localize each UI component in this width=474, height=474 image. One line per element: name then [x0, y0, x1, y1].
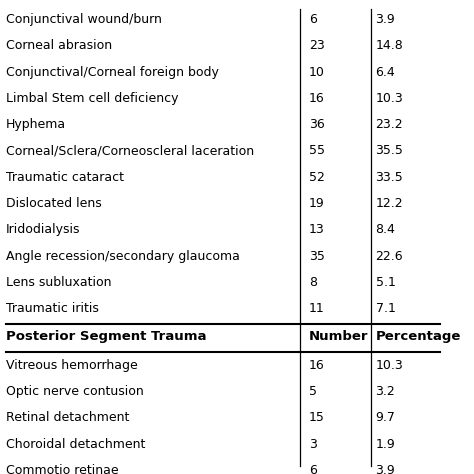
Text: 55: 55	[309, 145, 325, 157]
Text: Traumatic iritis: Traumatic iritis	[6, 302, 99, 315]
Text: 10.3: 10.3	[375, 92, 403, 105]
Text: 14.8: 14.8	[375, 39, 403, 52]
Text: Limbal Stem cell deficiency: Limbal Stem cell deficiency	[6, 92, 178, 105]
Text: Number: Number	[309, 330, 369, 344]
Text: 35: 35	[309, 250, 325, 263]
Text: 23.2: 23.2	[375, 118, 403, 131]
Text: 15: 15	[309, 411, 325, 424]
Text: 10.3: 10.3	[375, 359, 403, 372]
Text: Commotio retinae: Commotio retinae	[6, 464, 118, 474]
Text: Hyphema: Hyphema	[6, 118, 66, 131]
Text: Vitreous hemorrhage: Vitreous hemorrhage	[6, 359, 137, 372]
Text: 3.9: 3.9	[375, 13, 395, 26]
Text: 3.2: 3.2	[375, 385, 395, 398]
Text: Corneal/Sclera/Corneoscleral laceration: Corneal/Sclera/Corneoscleral laceration	[6, 145, 254, 157]
Text: 7.1: 7.1	[375, 302, 395, 315]
Text: Conjunctival/Corneal foreign body: Conjunctival/Corneal foreign body	[6, 65, 219, 79]
Text: Traumatic cataract: Traumatic cataract	[6, 171, 124, 184]
Text: Percentage: Percentage	[375, 330, 461, 344]
Text: 16: 16	[309, 359, 325, 372]
Text: Posterior Segment Trauma: Posterior Segment Trauma	[6, 330, 206, 344]
Text: Optic nerve contusion: Optic nerve contusion	[6, 385, 144, 398]
Text: Retinal detachment: Retinal detachment	[6, 411, 129, 424]
Text: 10: 10	[309, 65, 325, 79]
Text: Conjunctival wound/burn: Conjunctival wound/burn	[6, 13, 162, 26]
Text: 13: 13	[309, 223, 325, 237]
Text: 3.9: 3.9	[375, 464, 395, 474]
Text: 36: 36	[309, 118, 325, 131]
Text: 22.6: 22.6	[375, 250, 403, 263]
Text: 11: 11	[309, 302, 325, 315]
Text: Lens subluxation: Lens subluxation	[6, 276, 111, 289]
Text: 1.9: 1.9	[375, 438, 395, 451]
Text: Iridodialysis: Iridodialysis	[6, 223, 80, 237]
Text: 6: 6	[309, 13, 317, 26]
Text: 8: 8	[309, 276, 317, 289]
Text: 5.1: 5.1	[375, 276, 395, 289]
Text: 6.4: 6.4	[375, 65, 395, 79]
Text: 35.5: 35.5	[375, 145, 403, 157]
Text: Angle recession/secondary glaucoma: Angle recession/secondary glaucoma	[6, 250, 240, 263]
Text: 5: 5	[309, 385, 317, 398]
Text: 8.4: 8.4	[375, 223, 395, 237]
Text: 33.5: 33.5	[375, 171, 403, 184]
Text: 16: 16	[309, 92, 325, 105]
Text: 19: 19	[309, 197, 325, 210]
Text: 6: 6	[309, 464, 317, 474]
Text: 3: 3	[309, 438, 317, 451]
Text: Corneal abrasion: Corneal abrasion	[6, 39, 112, 52]
Text: Dislocated lens: Dislocated lens	[6, 197, 101, 210]
Text: 12.2: 12.2	[375, 197, 403, 210]
Text: 52: 52	[309, 171, 325, 184]
Text: Choroidal detachment: Choroidal detachment	[6, 438, 145, 451]
Text: 9.7: 9.7	[375, 411, 395, 424]
Text: 23: 23	[309, 39, 325, 52]
